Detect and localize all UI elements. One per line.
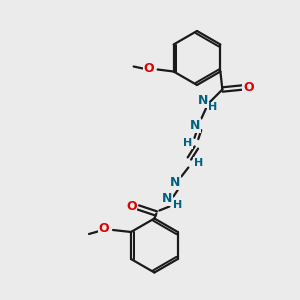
Text: O: O <box>143 62 154 75</box>
Text: O: O <box>126 200 137 213</box>
Text: O: O <box>99 223 109 236</box>
Text: O: O <box>243 81 254 94</box>
Text: N: N <box>170 176 181 189</box>
Text: N: N <box>162 192 172 205</box>
Text: N: N <box>190 119 201 132</box>
Text: H: H <box>208 103 217 112</box>
Text: N: N <box>198 94 208 107</box>
Text: H: H <box>183 139 192 148</box>
Text: H: H <box>173 200 182 211</box>
Text: H: H <box>194 158 203 167</box>
